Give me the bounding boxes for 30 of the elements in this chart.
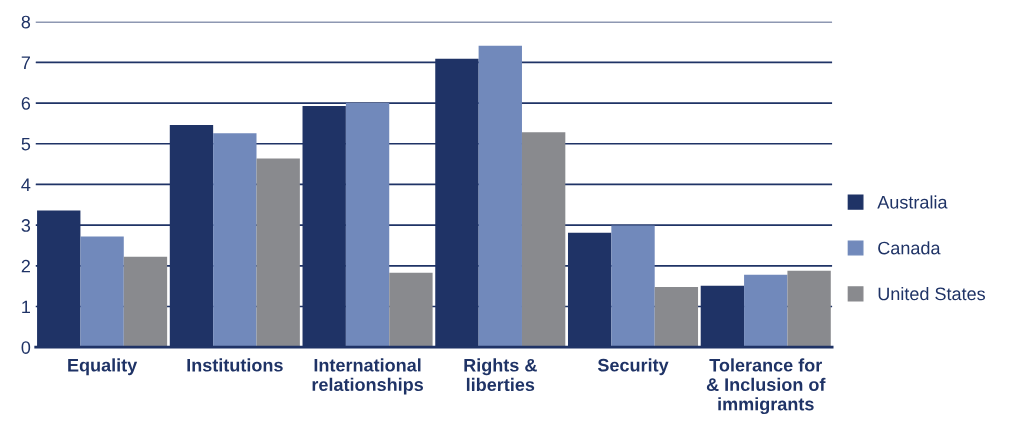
bar	[123, 256, 168, 348]
legend-label: Australia	[877, 195, 948, 209]
x-tick-label: Equality	[68, 358, 138, 376]
y-tick-label: 2	[21, 259, 30, 273]
x-tick-label: Tolerance for & Inclusion of immigrants	[706, 358, 826, 415]
bar	[611, 225, 655, 348]
legend-label: Canada	[878, 241, 941, 255]
x-tick-label: Security	[597, 358, 669, 376]
bar	[345, 103, 390, 348]
bar	[654, 286, 699, 348]
y-tick-label: 7	[21, 56, 30, 69]
bar	[478, 45, 522, 348]
y-tick-label: 6	[21, 97, 31, 110]
legend-label: United States	[878, 287, 985, 301]
bar	[744, 274, 788, 348]
bar	[521, 132, 566, 348]
bar	[80, 236, 124, 348]
y-tick-label: 3	[21, 219, 31, 232]
y-tick-label: 5	[21, 137, 31, 151]
bar	[389, 272, 433, 348]
y-tick-label: 4	[21, 178, 31, 191]
y-tick-label: 1	[22, 300, 30, 314]
x-tick-label: Institutions	[187, 358, 283, 372]
bar	[213, 133, 257, 348]
x-tick-label: International relationships	[312, 358, 424, 395]
bar	[787, 270, 831, 348]
y-tick-label: 8	[21, 15, 31, 29]
bar	[256, 158, 300, 348]
y-tick-label: 0	[21, 341, 31, 354]
x-tick-label: Rights & liberties	[464, 358, 537, 392]
